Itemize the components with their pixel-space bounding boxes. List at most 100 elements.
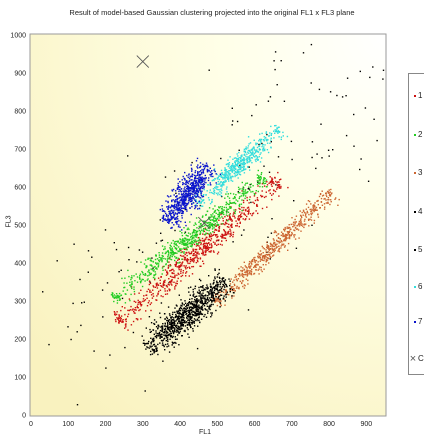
data-point-series-2 [234,202,237,205]
data-point-series-6 [247,158,249,160]
data-point-series-4 [188,301,191,303]
data-point-series-4 [210,312,212,314]
data-point-series-6 [238,172,240,174]
data-point-series-3 [288,237,291,240]
data-point-series-2 [147,257,149,259]
data-point-series-7 [196,187,198,190]
data-point-series-5 [159,219,161,221]
data-point-series-2 [240,195,242,197]
data-point-series-7 [182,192,185,195]
data-point-series-7 [203,186,205,188]
data-point-series-1 [192,250,194,252]
data-point-series-3 [233,295,235,297]
data-point-series-3 [245,278,247,280]
data-point-series-1 [174,265,177,267]
data-point-series-2 [228,214,231,216]
data-point-series-6 [276,128,279,130]
data-point-series-6 [228,170,230,172]
data-point-series-5 [127,155,129,157]
data-point-series-4 [193,320,196,323]
data-point-series-4 [190,317,193,319]
data-point-series-6 [202,199,204,202]
data-point-series-3 [327,197,330,199]
data-point-series-4 [166,346,168,348]
data-point-series-3 [273,248,275,251]
data-point-series-6 [217,178,219,180]
data-point-series-4 [219,277,221,279]
data-point-series-2 [157,266,159,268]
data-point-series-1 [228,230,230,233]
data-point-series-2 [139,275,141,277]
data-point-series-2 [206,210,209,213]
data-point-series-4 [155,326,158,328]
data-point-series-6 [241,166,244,169]
data-point-series-2 [199,232,201,235]
data-point-series-1 [226,222,228,225]
data-point-series-2 [173,252,175,254]
data-point-series-7 [198,187,200,189]
data-point-series-4 [156,347,158,349]
data-point-series-2 [208,207,211,209]
data-point-series-3 [288,236,291,239]
data-point-series-4 [205,301,207,303]
data-point-series-4 [198,319,200,322]
data-point-series-4 [191,302,194,305]
data-point-series-4 [164,322,166,324]
data-point-series-4 [194,312,196,315]
data-point-series-4 [195,301,197,303]
data-point-series-1 [204,238,206,240]
data-point-series-2 [175,256,178,259]
data-point-series-6 [230,176,233,178]
data-point-series-6 [249,142,252,144]
data-point-series-3 [267,257,270,260]
data-point-series-1 [180,272,182,274]
data-point-series-2 [112,295,114,297]
data-point-series-2 [246,182,249,184]
data-point-series-4 [189,294,191,296]
data-point-series-6 [252,146,255,148]
data-point-series-3 [284,237,287,239]
data-point-series-6 [247,149,250,152]
data-point-series-1 [209,239,212,242]
data-point-series-1 [136,319,139,321]
data-point-series-6 [247,147,249,149]
data-point-series-4 [167,343,169,345]
data-point-series-1 [149,291,151,293]
data-point-series-3 [236,285,238,288]
data-point-series-3 [263,248,266,250]
data-point-series-7 [177,182,179,185]
data-point-series-7 [192,193,194,195]
data-point-series-1 [205,254,207,256]
data-point-series-6 [246,162,248,164]
data-point-series-5 [194,299,196,301]
data-point-series-2 [164,252,166,255]
data-point-series-5 [212,296,214,299]
data-point-series-4 [189,325,191,327]
data-point-series-4 [170,335,172,338]
data-point-series-3 [273,245,275,248]
legend-label: 3 [418,168,423,177]
data-point-series-7 [169,213,171,215]
data-point-series-3 [293,234,295,236]
data-point-series-2 [167,251,170,253]
data-point-series-7 [170,219,172,221]
data-point-series-4 [167,323,169,325]
data-point-series-4 [171,341,174,343]
data-point-series-4 [191,312,193,314]
data-point-series-6 [226,191,228,193]
data-point-series-5 [376,139,378,142]
data-point-series-4 [217,273,219,276]
data-point-series-3 [249,271,251,273]
data-point-series-3 [298,237,300,239]
data-point-series-6 [262,139,265,141]
data-point-series-1 [269,189,271,191]
data-point-series-2 [258,182,261,184]
data-point-series-1 [226,233,229,235]
data-point-series-7 [202,185,205,187]
legend-label: 1 [418,91,423,100]
data-point-series-4 [181,318,183,321]
data-point-series-6 [211,179,213,182]
data-point-series-2 [155,273,157,275]
data-point-series-1 [186,261,189,263]
data-point-series-7 [185,183,187,185]
